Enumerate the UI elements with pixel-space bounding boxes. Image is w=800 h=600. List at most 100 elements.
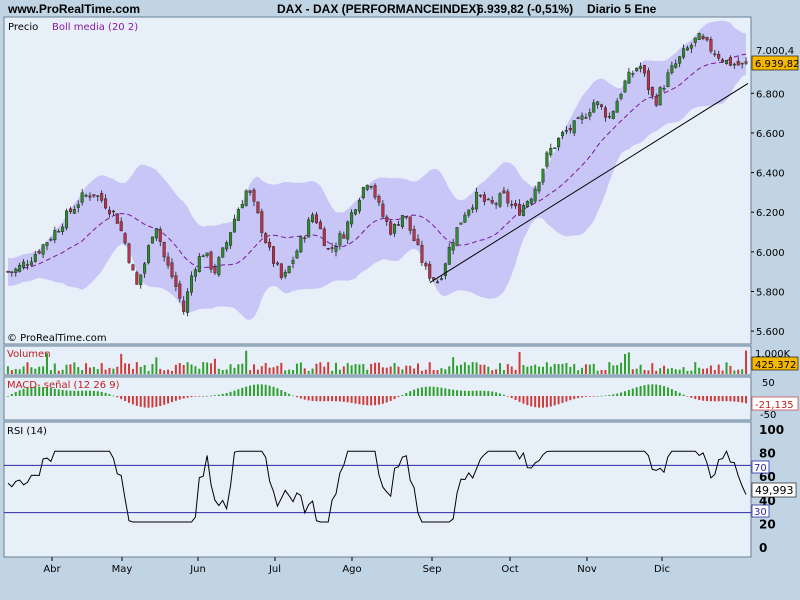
macd-bar [674,390,677,396]
volume-bar [163,370,166,374]
macd-bar [190,396,193,398]
volume-bar [538,366,541,374]
volume-bar [541,366,544,374]
macd-bar [452,389,455,396]
candle-body [400,215,404,227]
candle-body [57,230,61,233]
candle-body [76,204,80,208]
candle-body [568,128,572,131]
candle-body [627,71,631,84]
period-label: Diario 5 Ene [587,2,657,16]
candle-body [213,266,217,274]
volume-bar [249,370,252,374]
candle-body [725,59,729,64]
volume-bar [737,369,740,374]
volume-bar [167,369,170,374]
volume-bar [549,366,552,374]
candle-body [22,261,26,268]
candle-body [311,214,315,222]
instrument-title: DAX - DAX (PERFORMANCEINDEX) [277,2,481,16]
volume-bar [256,369,259,374]
rsi-panel[interactable] [3,421,752,558]
macd-bar [303,396,306,400]
volume-bar [225,369,228,374]
macd-bar [61,389,64,396]
candle-body [256,201,260,214]
macd-bar [389,396,392,401]
bollinger-mid-layer [7,53,747,273]
macd-bar [30,387,33,396]
macd-bar [245,386,248,396]
volume-panel[interactable] [3,345,752,376]
volume-bar [342,366,345,374]
candle-body [705,36,709,41]
candle-body [607,116,611,118]
site-label[interactable]: www.ProRealTime.com [8,2,141,16]
volume-bar [514,369,517,374]
volume-bar [577,370,580,374]
candle-body [639,66,643,69]
volume-bar [526,366,529,374]
macd-bar [10,393,13,396]
volume-bar [292,370,295,374]
volume-bar [307,370,310,374]
candle-body [373,185,377,198]
volume-bar [659,368,662,374]
candle-body [354,209,358,215]
volume-bar [569,366,572,374]
month-label: Oct [501,564,518,575]
candle-body [41,244,45,255]
macd-bar [229,391,232,396]
macd-bar [241,387,244,396]
month-label: Sep [423,564,442,575]
macd-bar [397,396,400,398]
volume-bar [674,369,677,374]
candle-body [377,195,381,203]
candle-body [412,229,416,242]
candle-body [49,239,53,241]
month-label: May [112,564,133,575]
volume-bar [85,363,88,374]
volume-bar [424,369,427,374]
volume-bar [303,368,306,374]
macd-value: -21,135 [755,400,794,411]
macd-bar [526,396,529,406]
candle-body [193,269,197,277]
macd-bars-layer [6,384,748,408]
macd-bar [581,396,584,398]
volume-bar [14,368,17,374]
rsi-panel-title: RSI (14) [7,426,47,437]
volume-bar [612,365,615,374]
candle-body [635,67,639,72]
volume-bar [299,362,302,374]
volume-bar [530,365,533,374]
volume-bar [620,362,623,374]
candle-body [478,194,482,197]
macd-bar [139,396,142,407]
volume-bar [315,363,318,374]
macd-bar [463,390,466,396]
macd-bar [346,396,349,403]
volume-bar [709,365,712,374]
candle-body [553,147,557,149]
volume-bars-layer [6,350,748,374]
candle-body [514,203,518,207]
macd-bar [49,388,52,396]
macd-bar [147,396,150,408]
candle-body [658,87,662,106]
volume-bar [733,370,736,374]
volume-bar [288,369,291,374]
macd-bar [131,396,134,405]
macd-bar [170,396,173,403]
candle-body [240,203,244,209]
volume-bar [34,368,37,374]
macd-bar [444,388,447,396]
volume-bar [741,369,744,374]
macd-bar [18,390,21,396]
candle-body [264,233,268,244]
candle-body [119,221,123,232]
volume-bar [436,369,439,374]
candle-body [236,209,240,221]
candle-body [436,281,440,284]
